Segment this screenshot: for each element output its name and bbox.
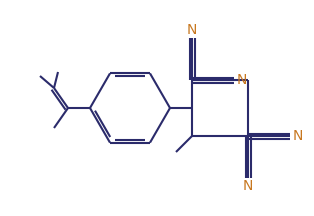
- Text: N: N: [293, 129, 303, 143]
- Text: N: N: [187, 23, 197, 37]
- Text: N: N: [237, 73, 247, 87]
- Text: N: N: [243, 179, 253, 193]
